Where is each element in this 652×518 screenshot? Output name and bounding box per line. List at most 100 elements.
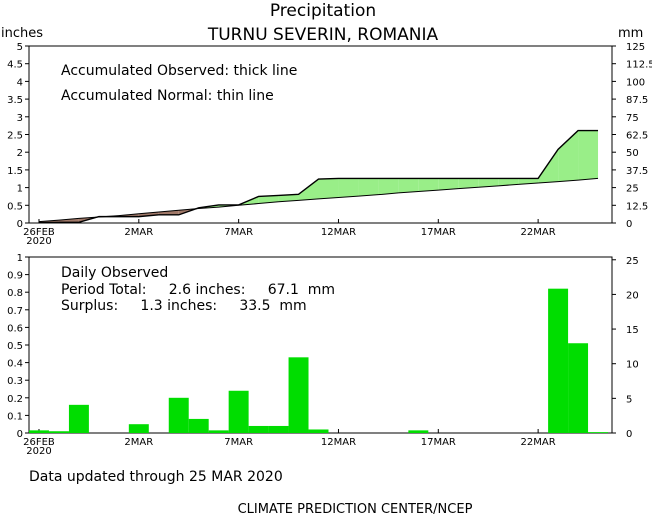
surplus-area bbox=[298, 179, 319, 201]
y-tick-right-label: 15 bbox=[626, 325, 639, 336]
x-tick-year-label: 2020 bbox=[26, 446, 51, 457]
x-tick-label: 22MAR bbox=[521, 437, 556, 448]
daily-bar bbox=[68, 404, 89, 433]
surplus-area bbox=[258, 195, 279, 204]
y-tick-left-label: 0 bbox=[17, 429, 23, 440]
surplus-area bbox=[358, 178, 379, 197]
y-tick-left-label: 0 bbox=[17, 219, 23, 230]
bottom-panel: 00.10.20.30.40.50.60.70.80.9105101520252… bbox=[7, 253, 639, 457]
fill-layer bbox=[38, 130, 599, 223]
daily-bar bbox=[48, 431, 69, 433]
bottom-annotation-surplus: Surplus: 1.3 inches: 33.5 mm bbox=[61, 298, 307, 314]
top-left-unit-label: inches bbox=[1, 26, 43, 41]
surplus-area bbox=[558, 130, 579, 182]
top-right-unit-label: mm bbox=[618, 26, 643, 41]
deficit-area bbox=[158, 210, 179, 215]
surplus-area bbox=[578, 130, 599, 181]
daily-bar bbox=[168, 397, 189, 433]
y-tick-right-label: 125 bbox=[626, 42, 645, 53]
y-tick-left-label: 0.9 bbox=[7, 271, 23, 282]
daily-bar bbox=[188, 418, 209, 433]
y-tick-left-label: 3.5 bbox=[7, 95, 23, 106]
surplus-area bbox=[318, 178, 339, 199]
x-tick-label: 12MAR bbox=[321, 437, 356, 448]
x-tick-label: 7MAR bbox=[224, 227, 253, 238]
chart-subtitle: TURNU SEVERIN, ROMANIA bbox=[207, 25, 439, 45]
daily-bar bbox=[248, 425, 269, 433]
credit-label: CLIMATE PREDICTION CENTER/NCEP bbox=[238, 502, 473, 517]
y-tick-left-label: 4 bbox=[17, 77, 23, 88]
daily-bar bbox=[268, 425, 289, 433]
y-tick-right-label: 25 bbox=[626, 184, 639, 195]
y-tick-left-label: 0.2 bbox=[7, 394, 23, 405]
x-tick-label: 12MAR bbox=[321, 227, 356, 238]
surplus-area bbox=[338, 178, 359, 198]
surplus-area bbox=[378, 178, 399, 195]
y-tick-left-label: 1 bbox=[17, 253, 23, 264]
daily-bar bbox=[408, 430, 429, 433]
y-tick-right-label: 87.5 bbox=[626, 95, 648, 106]
x-tick-label: 26FEB bbox=[23, 227, 55, 238]
y-tick-left-label: 0.6 bbox=[7, 323, 23, 334]
daily-bar bbox=[288, 357, 309, 433]
y-tick-left-label: 0.5 bbox=[7, 341, 23, 352]
y-tick-right-label: 62.5 bbox=[626, 131, 648, 142]
y-tick-left-label: 4.5 bbox=[7, 60, 23, 71]
top-annotation-observed: Accumulated Observed: thick line bbox=[61, 63, 297, 79]
y-tick-left-label: 0.8 bbox=[7, 288, 23, 299]
bottom-annotation-total: Period Total: 2.6 inches: 67.1 mm bbox=[61, 282, 335, 298]
bottom-annotation-daily: Daily Observed bbox=[61, 265, 168, 281]
y-tick-left-label: 3 bbox=[17, 113, 23, 124]
chart-title: Precipitation bbox=[270, 1, 376, 21]
y-tick-left-label: 2.5 bbox=[7, 131, 23, 142]
y-tick-right-label: 10 bbox=[626, 360, 639, 371]
surplus-area bbox=[438, 178, 459, 191]
deficit-area bbox=[138, 212, 159, 217]
normal-line bbox=[38, 177, 599, 223]
daily-bar bbox=[308, 429, 329, 433]
x-tick-year-label: 2020 bbox=[26, 236, 51, 247]
y-tick-right-label: 100 bbox=[626, 77, 645, 88]
x-tick-label: 22MAR bbox=[521, 227, 556, 238]
y-tick-right-label: 50 bbox=[626, 148, 639, 159]
daily-bar bbox=[128, 424, 149, 433]
y-tick-right-label: 25 bbox=[626, 256, 639, 267]
y-tick-right-label: 0 bbox=[626, 429, 632, 440]
x-tick-label: 2MAR bbox=[124, 227, 153, 238]
y-tick-left-label: 0.4 bbox=[7, 359, 23, 370]
y-tick-left-label: 0.1 bbox=[7, 411, 23, 422]
daily-bar bbox=[208, 430, 229, 433]
y-tick-right-label: 20 bbox=[626, 290, 639, 301]
observed-line bbox=[38, 129, 599, 224]
daily-bar bbox=[228, 390, 249, 433]
x-tick-label: 7MAR bbox=[224, 437, 253, 448]
surplus-area bbox=[418, 178, 439, 192]
x-tick-label: 26FEB bbox=[23, 437, 55, 448]
top-panel: 00.511.522.533.544.55012.52537.55062.575… bbox=[7, 42, 652, 247]
y-tick-left-label: 0.7 bbox=[7, 306, 23, 317]
y-tick-left-label: 0.3 bbox=[7, 376, 23, 387]
y-tick-right-label: 112.5 bbox=[626, 60, 652, 71]
daily-bar bbox=[568, 343, 589, 433]
y-tick-right-label: 12.5 bbox=[626, 201, 648, 212]
surplus-area bbox=[458, 178, 479, 189]
y-tick-left-label: 0.5 bbox=[7, 201, 23, 212]
y-tick-left-label: 1 bbox=[17, 184, 23, 195]
deficit-area bbox=[58, 218, 79, 223]
y-tick-right-label: 0 bbox=[626, 219, 632, 230]
y-tick-right-label: 5 bbox=[626, 394, 632, 405]
y-tick-left-label: 5 bbox=[17, 42, 23, 53]
daily-bar bbox=[588, 432, 609, 433]
surplus-area bbox=[498, 178, 519, 186]
daily-bar bbox=[548, 288, 569, 433]
y-tick-left-label: 2 bbox=[17, 148, 23, 159]
surplus-area bbox=[398, 178, 419, 193]
top-annotation-normal: Accumulated Normal: thin line bbox=[61, 88, 274, 104]
surplus-area bbox=[278, 194, 299, 202]
y-tick-left-label: 1.5 bbox=[7, 166, 23, 177]
daily-bar bbox=[29, 430, 49, 433]
y-tick-right-label: 37.5 bbox=[626, 166, 648, 177]
y-tick-right-label: 75 bbox=[626, 113, 639, 124]
surplus-area bbox=[478, 178, 499, 188]
